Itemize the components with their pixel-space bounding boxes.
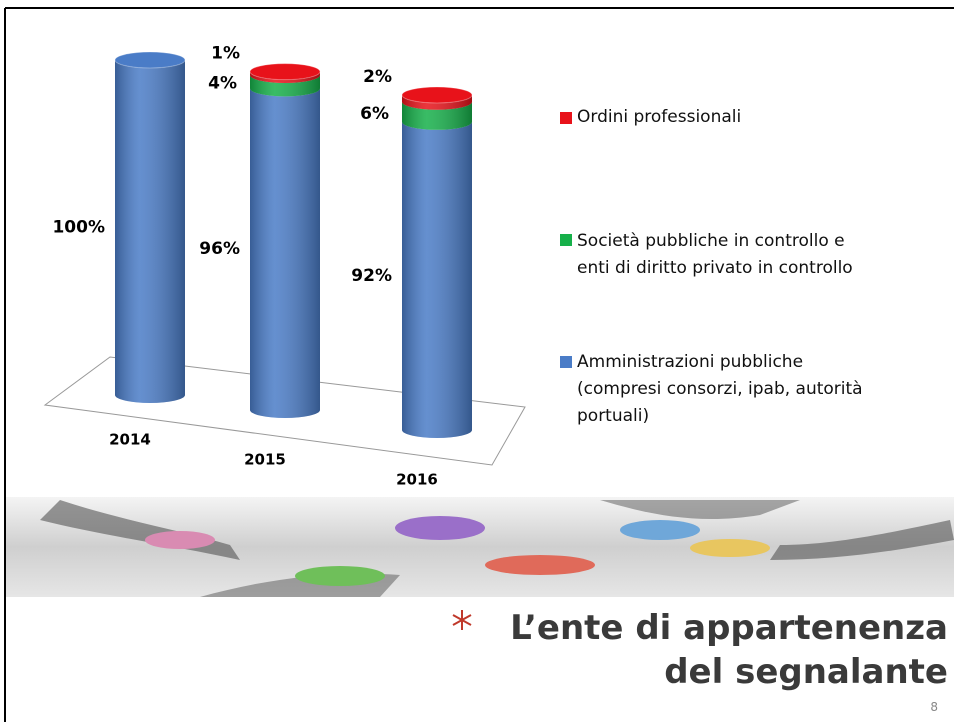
data-label: 1% [211,44,240,64]
x-tick-label: 2015 [244,451,286,469]
data-label: 92% [351,266,392,286]
data-label: 96% [199,239,240,259]
bar-shade [250,71,320,83]
data-label: 100% [52,218,105,238]
data-label: 4% [208,74,237,94]
bar-top [401,86,473,104]
bar-shade [250,75,320,97]
x-tick-label: 2014 [109,431,151,449]
data-label: 6% [360,104,389,124]
bar-top [249,63,321,81]
bar-shade [402,121,472,439]
bar-shade [115,60,185,403]
puzzle-image [6,497,954,597]
bar-top [114,51,186,69]
bar-shade [402,101,472,130]
x-tick-label: 2016 [396,471,438,489]
legend-label: Società pubbliche in controllo e enti di… [577,231,853,278]
legend-label: Amministrazioni pubbliche (compresi cons… [577,352,863,426]
title-bullet [452,610,472,630]
bar-shade [250,88,320,419]
slide-title: L’ente di appartenenza del segnalante [510,608,948,692]
legend-swatch [560,356,572,368]
data-label: 2% [363,67,392,87]
page-number: 8 [930,700,938,714]
bar-shade [402,95,472,110]
legend-swatch [560,112,572,124]
legend-swatch [560,234,572,246]
legend-label: Ordini professionali [577,107,742,127]
